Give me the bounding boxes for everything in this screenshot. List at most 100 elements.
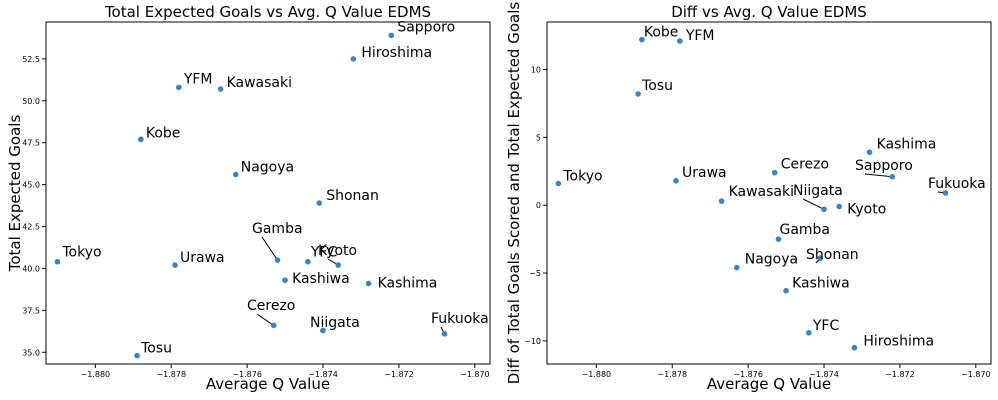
data-point-yfm — [176, 84, 182, 91]
y-tick-label: −10 — [524, 337, 541, 346]
x-tick-label: −1.870 — [460, 370, 490, 379]
x-tick-label: −1.880 — [582, 370, 612, 379]
data-point-hiroshima — [350, 56, 357, 62]
point-label: Hiroshima — [361, 45, 432, 61]
point-label: Niigata — [310, 315, 360, 331]
point-label: Nagoya — [241, 160, 294, 176]
label-leader-line — [864, 173, 893, 178]
plot-frame — [546, 21, 992, 365]
data-point-kawasaki — [718, 198, 725, 204]
point-label: Cerezo — [247, 298, 295, 314]
x-tick-label: −1.870 — [961, 370, 991, 379]
x-tick-label: −1.878 — [156, 370, 186, 379]
data-point-cerezo — [270, 322, 277, 329]
point-label: YFC — [812, 318, 840, 334]
x-tick-label: −1.876 — [232, 370, 262, 379]
x-tick-label: −1.872 — [384, 370, 414, 379]
data-point-kawasaki — [217, 86, 224, 92]
point-label: Tosu — [140, 341, 172, 357]
data-point-cerezo — [771, 169, 778, 176]
point-label: Shonan — [326, 188, 379, 204]
y-tick-label: 42.5 — [22, 223, 40, 232]
data-point-shonan — [817, 255, 824, 261]
label-leader-line — [256, 313, 274, 326]
point-label: Shonan — [806, 247, 859, 263]
data-point-tosu — [635, 91, 641, 97]
point-label: Hiroshima — [863, 334, 934, 350]
point-label: Tokyo — [562, 169, 602, 185]
x-axis-title: Average Q Value — [206, 375, 330, 393]
y-tick-label: 52.5 — [22, 55, 40, 64]
point-label: YFC — [310, 245, 338, 261]
x-tick-label: −1.874 — [809, 370, 839, 379]
chart-panel-2: Diff vs Avg. Q Value EDMS −1.880 −1.878 −1.… — [505, 2, 992, 393]
data-point-sapporo — [388, 32, 395, 39]
data-point-kyoto — [335, 262, 342, 268]
point-label: Cerezo — [781, 157, 829, 173]
y-tick-label: 47.5 — [22, 139, 40, 148]
plot-frame — [45, 21, 491, 365]
chart-title: Total Expected Goals vs Avg. Q Value EDM… — [104, 3, 431, 21]
data-point-nagoya — [733, 264, 740, 271]
y-tick-label: 50.0 — [22, 97, 40, 106]
point-label: Kashima — [378, 276, 438, 292]
point-label: Kyoto — [318, 243, 357, 259]
point-label: Urawa — [180, 250, 225, 266]
point-label: Niigata — [793, 183, 843, 199]
data-point-yfm — [677, 38, 683, 44]
chart-title: Diff vs Avg. Q Value EDMS — [671, 3, 867, 21]
y-tick-label: 45.0 — [22, 181, 40, 190]
x-axis-title: Average Q Value — [707, 375, 831, 393]
data-point-nagoya — [232, 171, 239, 178]
y-tick-label: 37.5 — [22, 306, 40, 315]
data-point-kashiwa — [783, 287, 789, 294]
data-point-sapporo — [889, 173, 896, 180]
point-label: Kawasaki — [729, 184, 794, 200]
point-label: Urawa — [682, 165, 727, 181]
data-point-kashima — [866, 149, 873, 156]
point-label: Tokyo — [61, 245, 101, 261]
data-point-kobe — [138, 136, 144, 143]
point-label: Kashima — [877, 136, 937, 152]
data-point-shonan — [316, 200, 323, 206]
point-label: Fukuoka — [928, 176, 986, 192]
y-tick-label: 10 — [531, 66, 541, 75]
point-label: Gamba — [252, 221, 303, 237]
data-point-hiroshima — [851, 344, 858, 351]
data-point-yfc — [806, 329, 812, 336]
point-label: Nagoya — [745, 252, 798, 268]
point-label: Gamba — [779, 222, 830, 238]
data-point-yfc — [305, 258, 311, 265]
y-tick-label: 40.0 — [22, 264, 40, 273]
data-point-fukuoka — [942, 190, 949, 196]
x-tick-label: −1.880 — [81, 370, 111, 379]
point-label: YFM — [183, 71, 213, 87]
y-tick-label: 35.0 — [22, 348, 40, 357]
point-label: YFM — [685, 28, 715, 44]
data-point-kashima — [365, 280, 372, 287]
chart-panel-1: Total Expected Goals vs Avg. Q Value EDM… — [6, 3, 491, 393]
data-point-kobe — [639, 36, 645, 43]
y-tick-label: 0 — [536, 201, 541, 210]
data-point-tosu — [134, 352, 140, 359]
point-label: Kyoto — [847, 202, 886, 218]
point-label: Fukuoka — [431, 311, 489, 327]
data-point-urawa — [673, 177, 679, 184]
label-leader-line — [802, 198, 825, 210]
point-label: Kashiwa — [792, 276, 850, 292]
y-tick-label: 5 — [536, 133, 541, 142]
x-tick-label: −1.872 — [885, 370, 915, 379]
x-tick-label: −1.874 — [308, 370, 338, 379]
point-label: Tosu — [641, 78, 673, 94]
data-point-kyoto — [836, 203, 843, 210]
label-leader-line — [261, 236, 278, 261]
data-point-tokyo — [555, 180, 562, 187]
data-point-kashiwa — [282, 277, 288, 283]
x-tick-label: −1.878 — [657, 370, 687, 379]
point-label: Kobe — [644, 25, 679, 41]
data-point-tokyo — [54, 258, 61, 265]
x-tick-label: −1.876 — [733, 370, 763, 379]
data-point-gamba — [775, 236, 782, 242]
data-point-niigata — [320, 327, 326, 334]
